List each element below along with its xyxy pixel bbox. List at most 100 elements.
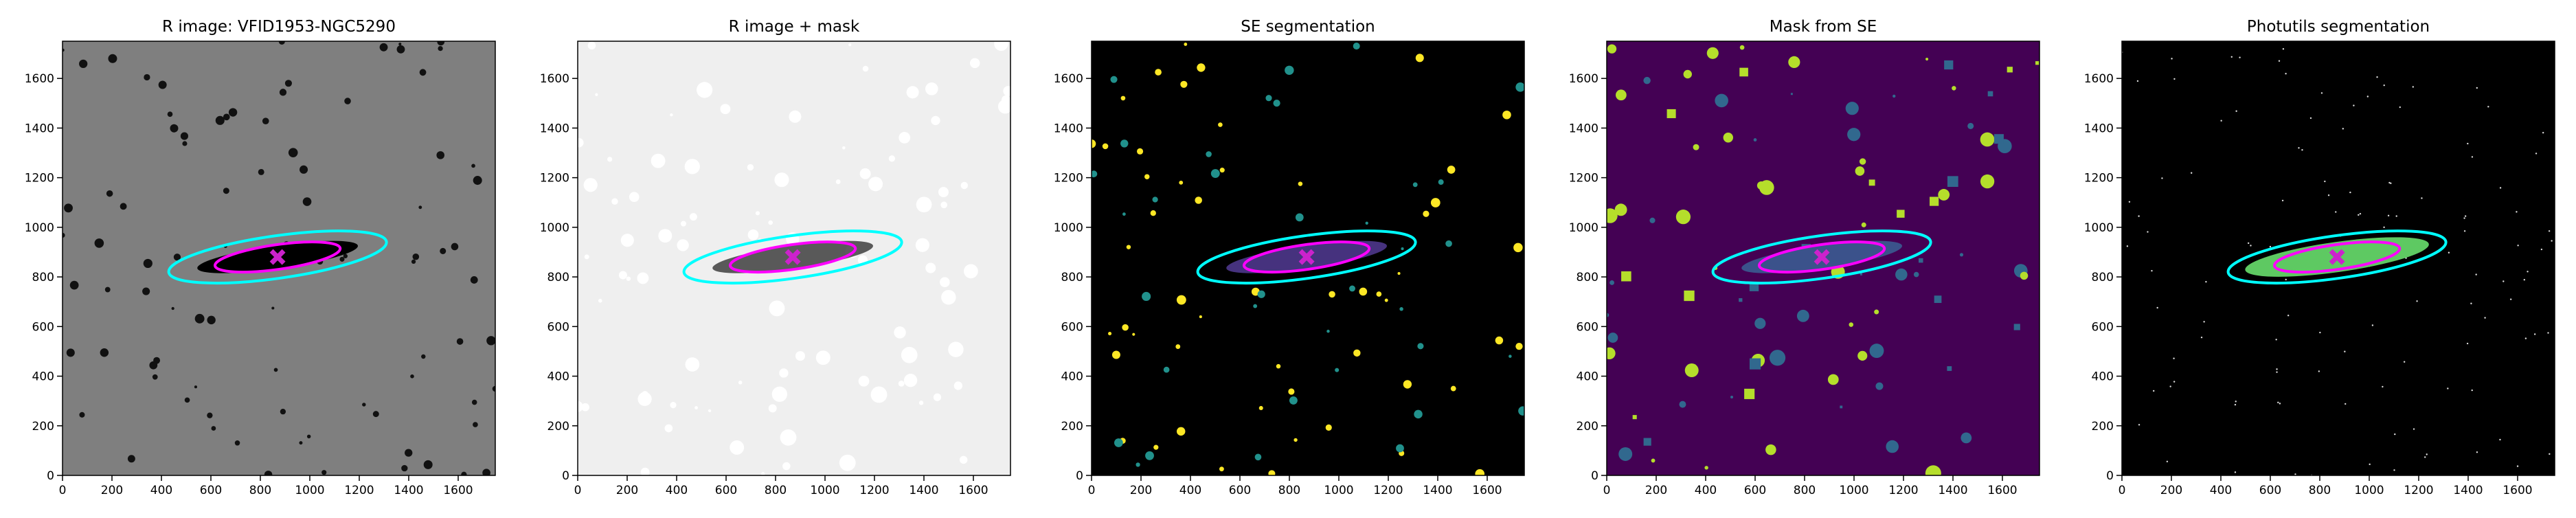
- y-tick-label: 200: [32, 420, 54, 433]
- source: [2416, 300, 2418, 302]
- source: [868, 177, 883, 192]
- x-tick-label: 1400: [394, 484, 423, 497]
- y-tick-label: 200: [547, 420, 569, 433]
- x-tick-label: 1400: [909, 484, 938, 497]
- source: [768, 404, 777, 413]
- source: [2403, 361, 2406, 363]
- source: [1002, 95, 1010, 104]
- outer-ellipse: [682, 229, 903, 285]
- source: [1365, 221, 1368, 225]
- source: [848, 43, 852, 47]
- source: [2250, 245, 2252, 247]
- source: [2548, 230, 2551, 232]
- x-tick-label: 800: [1794, 484, 1816, 497]
- y-tick-label: 1000: [2084, 221, 2114, 235]
- source: [2285, 278, 2287, 281]
- source: [1199, 315, 1202, 319]
- source: [1092, 139, 1096, 148]
- mask-square: [1993, 134, 2004, 144]
- source: [2138, 215, 2140, 217]
- source: [1961, 432, 1972, 444]
- source: [1397, 272, 1401, 275]
- source: [2376, 76, 2378, 78]
- y-tick-label: 800: [1061, 271, 1083, 284]
- source: [2466, 342, 2469, 345]
- source: [1335, 368, 1340, 372]
- source: [948, 341, 964, 357]
- source: [664, 424, 673, 433]
- source: [2487, 106, 2489, 108]
- source: [2470, 302, 2472, 304]
- source: [278, 41, 285, 45]
- source: [2173, 357, 2175, 359]
- source: [2190, 172, 2193, 174]
- source: [2393, 469, 2395, 471]
- source: [288, 148, 298, 157]
- source: [697, 82, 713, 98]
- source: [1257, 290, 1265, 298]
- source: [1120, 95, 1126, 101]
- source: [280, 408, 286, 415]
- source: [2147, 231, 2149, 233]
- y-tick-label: 0: [1076, 469, 1083, 483]
- center-marker: [2329, 249, 2345, 265]
- source: [1176, 295, 1186, 305]
- center-marker: [269, 249, 286, 265]
- source: [899, 132, 911, 144]
- source: [473, 422, 478, 427]
- source: [2358, 214, 2360, 216]
- inner-ellipse: [1757, 240, 1886, 274]
- x-tick-label: 600: [2259, 484, 2281, 497]
- source: [1206, 151, 1212, 157]
- source: [862, 65, 869, 72]
- source: [595, 93, 598, 96]
- source: [2173, 381, 2176, 383]
- source: [953, 381, 963, 390]
- source: [127, 455, 135, 463]
- source: [1769, 350, 1786, 366]
- source: [1110, 76, 1118, 83]
- source: [1376, 291, 1382, 297]
- source: [321, 470, 327, 475]
- source: [1704, 466, 1708, 470]
- source: [223, 113, 230, 121]
- source: [1108, 332, 1112, 336]
- source: [1607, 313, 1609, 317]
- source: [720, 104, 731, 115]
- source: [1253, 304, 1258, 308]
- source: [234, 440, 240, 446]
- source: [300, 165, 308, 174]
- y-tick-label: 800: [2092, 271, 2114, 284]
- y-tick-label: 600: [2092, 320, 2114, 334]
- y-tick-label: 1600: [540, 72, 569, 86]
- source: [2298, 147, 2300, 149]
- source: [104, 286, 111, 293]
- source: [1126, 245, 1131, 249]
- inner-ellipse: [2272, 240, 2402, 274]
- source: [2471, 389, 2473, 392]
- source: [79, 412, 85, 418]
- source: [1180, 80, 1188, 88]
- source: [842, 146, 846, 150]
- source: [2476, 87, 2478, 89]
- x-tick-label: 1200: [1373, 484, 1403, 497]
- y-tick-label: 1400: [1054, 122, 1083, 135]
- source: [1607, 44, 1617, 54]
- source: [1399, 307, 1403, 311]
- source: [2345, 403, 2347, 405]
- y-tick-label: 1200: [540, 172, 569, 185]
- source: [915, 238, 929, 252]
- source: [1265, 95, 1272, 102]
- source: [2166, 460, 2169, 463]
- source: [486, 336, 495, 346]
- x-tick-label: 0: [59, 484, 67, 497]
- mask-square: [1684, 290, 1695, 302]
- outer-ellipse: [2226, 229, 2448, 285]
- source: [2527, 271, 2529, 273]
- source: [473, 176, 482, 185]
- source: [1325, 424, 1332, 431]
- source: [262, 117, 269, 125]
- mask-square: [1739, 67, 1748, 77]
- source: [471, 164, 475, 168]
- source: [835, 179, 841, 185]
